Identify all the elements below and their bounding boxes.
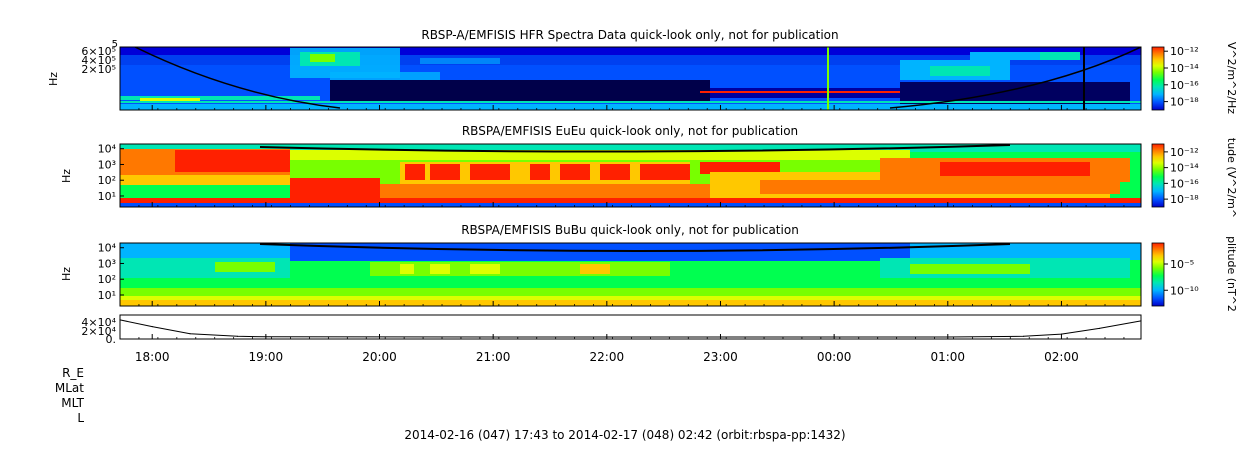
ytick-label: 10³ [98,257,116,270]
colorbar-tick-label: 10⁻¹⁶ [1170,177,1199,190]
hfr-spectrogram [120,47,1141,110]
hfr-ytick-label: 6×10⁵ [81,45,116,58]
bubu-panel: RBSPA/EMFISIS BuBu quick-look only, not … [60,223,1238,312]
hfr-ytick-top: 5 [112,39,118,50]
line-point [119,319,121,321]
time-tick-label: 22:00 [590,350,625,364]
colorbar-tick-label: 10⁻¹⁸ [1170,96,1199,109]
eueu-spectrogram [120,144,1141,207]
time-tick-label: 23:00 [703,350,738,364]
line-y-axis: 4×10⁴ 2×10⁴ 0. [81,316,116,346]
hfr-ytick-label: 4×10⁵ [81,54,116,67]
line-ytick-label: 4×10⁴ [81,316,116,329]
line-ytick-label: 2×10⁴ [81,325,116,338]
line-point [1098,327,1100,330]
ephemeris-label-mlat: MLat [54,381,84,395]
colorbar-tick-label: 10⁻¹⁴ [1170,162,1199,175]
hfr-ylabel: Hz [47,72,60,86]
hfr-y-axis: 5 6×10⁵ 4×10⁵ 2×10⁵ Hz [47,39,118,86]
eueu-colorbar-label: tude (V^2/m^ [1225,138,1238,218]
bubu-panel-title: RBSPA/EMFISIS BuBu quick-look only, not … [461,223,799,237]
hfr-panel: RBSP-A/EMFISIS HFR Spectra Data quick-lo… [47,28,1238,114]
time-tick-label: 19:00 [249,350,284,364]
ytick-label: 10⁴ [98,143,117,156]
colorbar-tick-label: 10⁻¹⁶ [1170,79,1199,92]
time-tick-label: 00:00 [817,350,852,364]
ytick-label: 10² [98,273,116,286]
eueu-y-axis: Hz 10⁴ 10³ 10² 10¹ [60,143,124,203]
bubu-colorbar: 10⁻⁵ 10⁻¹⁰ plitude (nT^2 [1151,236,1238,312]
hfr-panel-title: RBSP-A/EMFISIS HFR Spectra Data quick-lo… [421,28,838,42]
line-point [151,325,153,328]
bubu-spectrogram [120,243,1141,306]
ytick-label: 10⁴ [98,242,117,255]
line-ytick-label: 0. [106,333,117,346]
time-tick-label: 20:00 [362,350,397,364]
eueu-panel-title: RBSPA/EMFISIS EuEu quick-look only, not … [462,124,798,138]
eueu-panel: RBSPA/EMFISIS EuEu quick-look only, not … [60,124,1238,218]
colorbar-tick-label: 10⁻⁵ [1170,258,1194,271]
eueu-ylabel: Hz [60,169,73,183]
time-tick-label: 21:00 [476,350,511,364]
hfr-colorbar-label: V^2/m^2/Hz [1225,42,1238,114]
line-panel: 4×10⁴ 2×10⁴ 0. [81,314,1142,346]
time-tick-label: 18:00 [135,350,170,364]
line-point [1140,320,1142,322]
line-point [189,333,191,335]
line-point [1022,335,1025,337]
bubu-y-axis: Hz 10⁴ 10³ 10² 10¹ [60,242,124,302]
line-point [236,335,239,337]
ephemeris-label-l: L [77,411,84,425]
colorbar-tick-label: 10⁻¹⁸ [1170,193,1199,206]
colorbar-tick-label: 10⁻¹² [1170,146,1199,159]
ephemeris-label-mlt: MLT [61,396,84,410]
colorbar-tick-label: 10⁻¹⁴ [1170,62,1199,75]
time-tick-label: 01:00 [930,350,965,364]
time-range-footer: 2014-02-16 (047) 17:43 to 2014-02-17 (04… [404,428,846,442]
ytick-label: 10² [98,174,116,187]
ytick-label: 10¹ [98,289,116,302]
hfr-colorbar: 10⁻¹² 10⁻¹⁴ 10⁻¹⁶ 10⁻¹⁸ V^2/m^2/Hz [1151,42,1238,114]
bubu-colorbar-label: plitude (nT^2 [1225,236,1238,312]
bubu-ylabel: Hz [60,267,73,281]
eueu-colorbar: 10⁻¹² 10⁻¹⁴ 10⁻¹⁶ 10⁻¹⁸ tude (V^2/m^ [1151,138,1238,218]
ytick-label: 10³ [98,158,116,171]
ytick-label: 10¹ [98,190,116,203]
re-label: R_E [62,366,84,380]
time-tick-label: 02:00 [1044,350,1079,364]
colorbar-tick-label: 10⁻¹⁰ [1170,284,1199,297]
hfr-ytick-label: 2×10⁵ [81,63,116,76]
ephemeris-label-re: R_E [62,366,84,380]
colorbar-tick-label: 10⁻¹² [1170,45,1199,58]
time-axis: 18:00 19:00 20:00 21:00 22:00 23:00 00:00 01:00… [119,105,1125,364]
